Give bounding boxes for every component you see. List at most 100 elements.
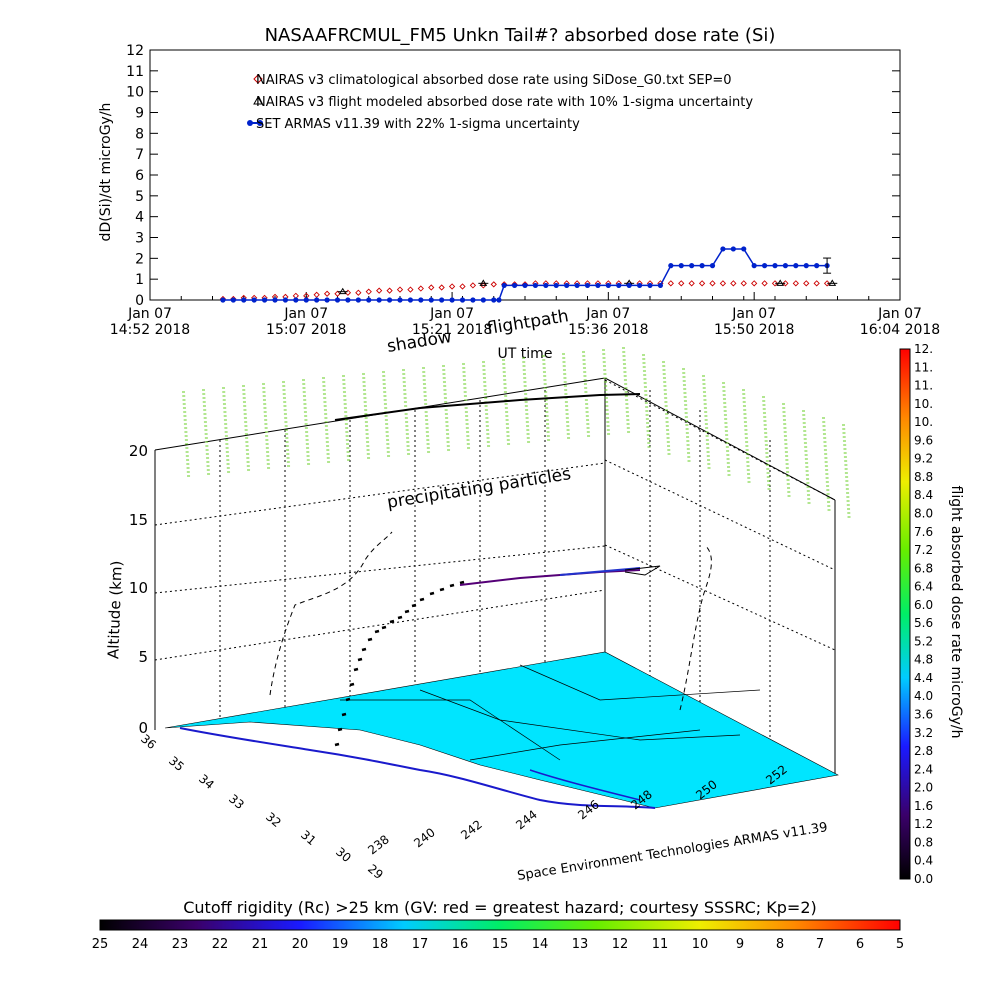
x-tick-label-date: Jan 07	[877, 306, 922, 322]
nairas-clim-point	[678, 280, 685, 287]
top-y-axis-label: dD(Si)/dt microGy/h	[98, 103, 114, 242]
particle-column	[302, 379, 311, 465]
flight-colorbar-tick: 10.	[914, 415, 933, 429]
x-tick-label-date: Jan 07	[127, 306, 172, 322]
particle-column	[802, 410, 811, 504]
armas-point	[564, 282, 570, 289]
armas-point	[418, 297, 424, 303]
latitude-tick-label: 30	[333, 845, 354, 866]
armas-point	[730, 246, 736, 252]
nairas-clim-point	[771, 280, 779, 287]
latitude-tick-label: 33	[226, 792, 247, 813]
armas-point	[751, 263, 757, 269]
particle-column	[362, 373, 371, 459]
longitude-tick-label: 240	[411, 825, 438, 850]
annotation-shadow: shadow	[386, 327, 454, 357]
particle-column	[682, 368, 691, 462]
nairas-clim-point	[480, 282, 487, 289]
armas-point	[459, 297, 466, 303]
cutoff-colorbar-tick: 17	[412, 937, 429, 952]
island-outline	[529, 769, 641, 801]
particle-column	[202, 389, 211, 475]
particle-column	[762, 396, 771, 490]
armas-point	[709, 263, 716, 269]
particle-column	[702, 375, 711, 469]
armas-point	[439, 297, 445, 303]
cutoff-colorbar-tick: 6	[856, 937, 864, 952]
armas-series-line	[222, 248, 828, 301]
altitude-tick-label: 10	[129, 579, 148, 597]
cutoff-colorbar-tick: 20	[292, 937, 309, 952]
nairas-clim-point	[313, 291, 320, 298]
cutoff-colorbar-tick: 19	[332, 937, 349, 952]
flight-colorbar-tick: 5.6	[914, 616, 933, 630]
cutoff-colorbar-tick: 5	[896, 937, 904, 952]
longitude-tick-label: 244	[513, 807, 540, 832]
top-series-layer	[219, 246, 838, 303]
cutoff-colorbar-tick: 21	[252, 937, 269, 952]
latitude-tick-label: 32	[263, 810, 284, 831]
legend-label-armas: SET ARMAS v11.39 with 22% 1-sigma uncert…	[256, 117, 580, 132]
y-tick-label: 4	[135, 210, 144, 226]
cutoff-colorbar-tick: 15	[492, 937, 509, 952]
armas-point	[668, 263, 674, 269]
armas-point	[657, 282, 664, 289]
cutoff-colorbar-tick: 13	[572, 937, 589, 952]
nairas-clim-point	[376, 287, 383, 294]
armas-point	[553, 282, 559, 289]
flight-climb-dash	[429, 591, 435, 596]
armas-point	[491, 297, 497, 303]
flight-colorbar-tick: 4.4	[914, 671, 933, 685]
nairas-clim-point	[355, 289, 362, 296]
flight-climb-segments	[334, 580, 465, 747]
flight-loop	[624, 565, 661, 576]
flight-colorbar-tick: 3.2	[914, 726, 933, 740]
armas-point	[689, 263, 695, 269]
flight-climb-dash	[459, 580, 465, 585]
y-tick-label: 2	[135, 251, 144, 267]
y-tick-label: 3	[135, 231, 144, 247]
cutoff-colorbar-tick: 7	[816, 937, 824, 952]
armas-point	[574, 282, 580, 289]
cutoff-colorbar-label: Cutoff rigidity (Rc) >25 km (GV: red = g…	[183, 898, 817, 917]
particle-column	[322, 377, 331, 463]
particle-column	[442, 365, 451, 451]
x-tick-label-date: Jan 07	[585, 306, 630, 322]
longitude-tick-label: 238	[365, 832, 392, 857]
flight-climb-dash	[353, 667, 359, 672]
cutoff-colorbar-tick: 8	[776, 937, 784, 952]
nairas-clim-point	[438, 284, 445, 291]
armas-point	[501, 282, 507, 289]
altitude-axis-label: Altitude (km)	[104, 560, 125, 659]
armas-point	[470, 297, 476, 303]
armas-point	[782, 263, 789, 269]
cutoff-colorbar-tick: 22	[212, 937, 229, 952]
flight-colorbar-tick: 8.0	[914, 506, 933, 520]
particle-column	[222, 387, 231, 473]
particle-column	[402, 369, 411, 455]
flight-colorbar-tick: 3.6	[914, 708, 933, 722]
armas-point	[636, 282, 643, 289]
flight-colorbar-tick: 0.4	[914, 854, 933, 868]
armas-point	[605, 282, 611, 289]
nairas-clim-point	[428, 284, 435, 291]
legend-dot-armas-1	[247, 120, 253, 126]
armas-point	[532, 282, 539, 289]
cutoff-colorbar-tick: 11	[652, 937, 669, 952]
back-wall	[155, 378, 605, 730]
nairas-clim-point	[407, 286, 414, 293]
cutoff-colorbar-tick: 12	[612, 937, 629, 952]
y-tick-label: 12	[126, 43, 144, 59]
armas-point	[428, 297, 434, 303]
armas-point	[496, 297, 502, 303]
altitude-tick-label: 5	[138, 648, 148, 666]
flight-colorbar-tick: 4.0	[914, 689, 933, 703]
nairas-clim-point	[386, 287, 393, 294]
legend-dot-armas-2	[257, 120, 263, 126]
flight-climb-dash	[389, 619, 395, 624]
x-tick-label-time: 15:07 2018	[266, 322, 346, 338]
flight-climb-dash	[341, 712, 347, 717]
flight-climb-dash	[357, 657, 363, 662]
